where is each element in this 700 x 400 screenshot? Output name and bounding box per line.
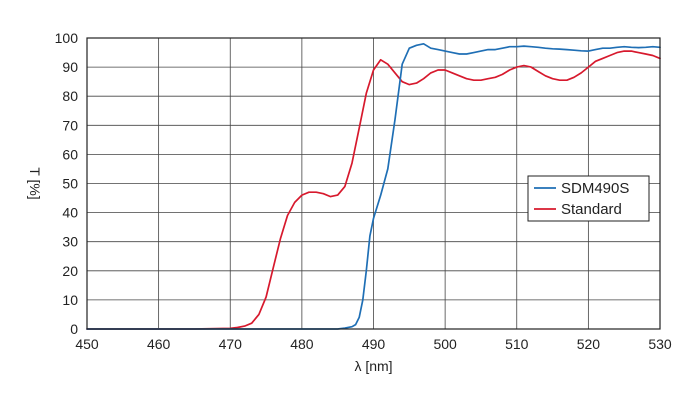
y-tick-label: 100: [55, 30, 79, 46]
x-tick-label: 470: [219, 336, 243, 352]
y-tick-label: 0: [70, 321, 78, 337]
legend-label-standard: Standard: [561, 201, 622, 218]
series-layer: [86, 42, 661, 330]
x-tick-label: 520: [577, 336, 601, 352]
y-tick-label: 30: [62, 234, 78, 250]
y-tick-label: 20: [62, 263, 78, 279]
y-tick-label: 40: [62, 205, 78, 221]
y-tick-label: 50: [62, 176, 78, 192]
x-tick-label: 480: [290, 336, 314, 352]
x-axis-label: λ [nm]: [354, 358, 392, 374]
x-tick-label: 460: [147, 336, 171, 352]
y-tick-label: 80: [62, 88, 78, 104]
y-tick-label: 70: [62, 117, 78, 133]
grid-layer: [87, 38, 660, 329]
y-axis-label: T [%]: [27, 167, 43, 199]
legend: SDM490S Standard: [527, 175, 650, 222]
tick-layer: 450 460 470 480 490 500 510 520 530 0 10 20 30 40 50 60…: [55, 30, 672, 352]
plot-frame: [86, 37, 661, 330]
y-tick-label: 60: [62, 146, 78, 162]
y-tick-label: 90: [62, 59, 78, 75]
series-line-standard: [86, 50, 661, 330]
x-tick-label: 530: [648, 336, 672, 352]
y-tick-label: 10: [62, 292, 78, 308]
series-line-sdm490s: [86, 42, 661, 330]
legend-label-sdm490s: SDM490S: [561, 180, 629, 197]
x-tick-label: 510: [505, 336, 529, 352]
x-tick-label: 490: [362, 336, 386, 352]
x-tick-label: 450: [75, 336, 99, 352]
legend-box: [527, 175, 650, 222]
x-tick-label: 500: [433, 336, 457, 352]
